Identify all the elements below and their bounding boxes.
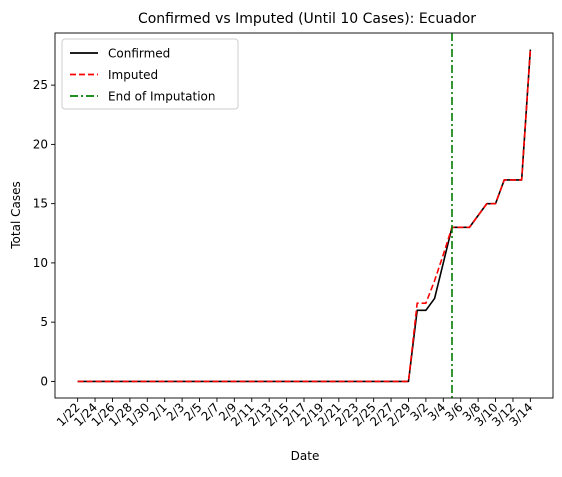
legend-label: Confirmed bbox=[108, 47, 170, 61]
y-tick-label: 20 bbox=[33, 137, 48, 151]
y-tick-label: 25 bbox=[33, 78, 48, 92]
chart-title: Confirmed vs Imputed (Until 10 Cases): E… bbox=[138, 11, 476, 27]
legend-box bbox=[61, 38, 239, 110]
legend-label: Imputed bbox=[108, 68, 158, 82]
y-tick-label: 15 bbox=[33, 197, 48, 211]
series-line-imputed bbox=[77, 49, 532, 383]
y-tick-label: 10 bbox=[33, 256, 48, 270]
y-tick-label: 0 bbox=[40, 374, 48, 388]
x-axis-label: Date bbox=[291, 449, 320, 463]
plot-area: 05101520251/221/241/261/281/302/12/32/52… bbox=[33, 32, 554, 429]
legend-label: End of Imputation bbox=[108, 90, 216, 104]
y-axis-label: Total Cases bbox=[9, 181, 23, 249]
y-tick-label: 5 bbox=[40, 315, 48, 329]
